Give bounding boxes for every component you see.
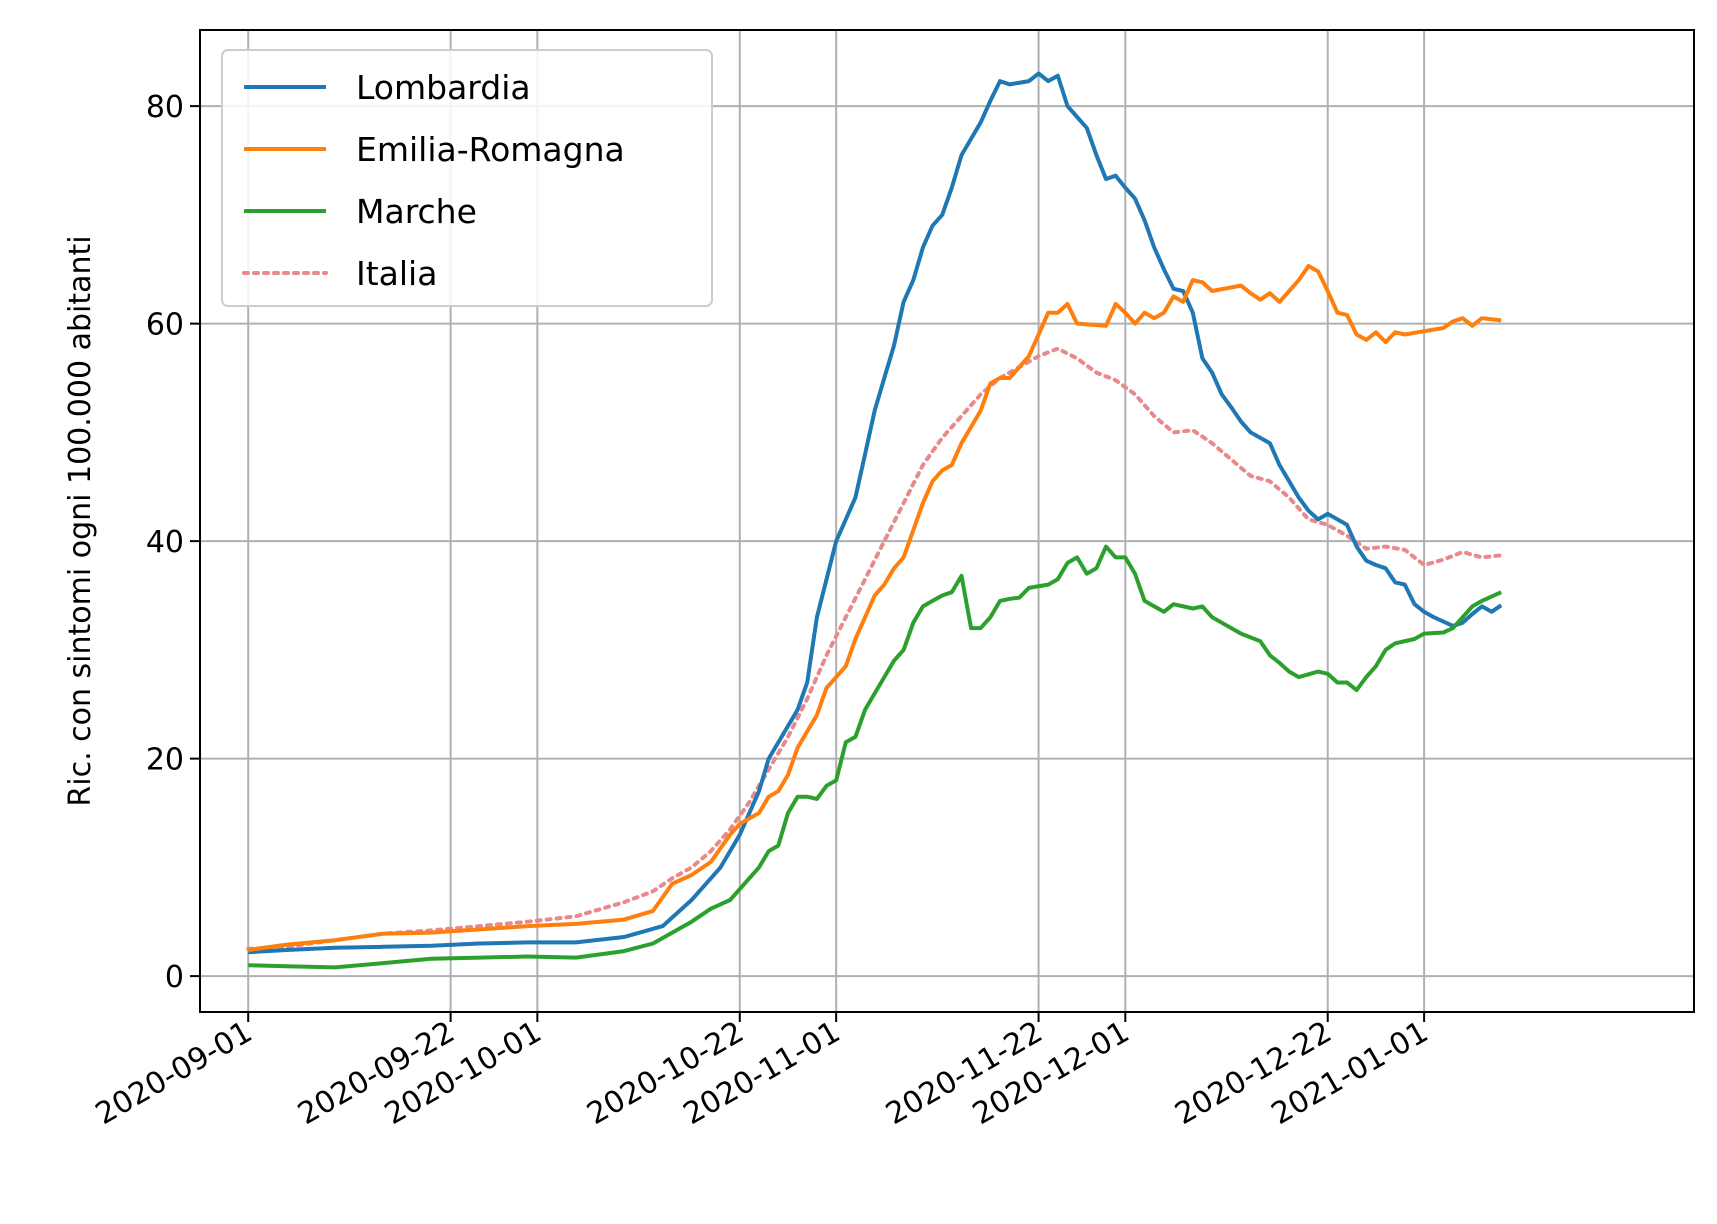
legend: Lombardia Emilia-Romagna Marche Italia — [221, 49, 713, 307]
y-tick-label-3: 60 — [146, 308, 184, 343]
legend-label-emilia-romagna: Emilia-Romagna — [356, 130, 625, 169]
series-line-emilia-romagna — [247, 264, 1502, 952]
plot-frame — [199, 29, 1695, 1013]
series-lines — [246, 71, 1504, 970]
y-axis: 0 20 40 60 80 — [146, 90, 200, 995]
y-tick-label-2: 40 — [146, 525, 184, 560]
legend-label-italia: Italia — [356, 254, 437, 293]
y-tick-label-1: 20 — [146, 743, 184, 778]
y-tick-label-4: 80 — [146, 90, 184, 125]
legend-label-lombardia: Lombardia — [356, 68, 531, 107]
series-line-marche — [248, 544, 1503, 970]
legend-box — [221, 49, 713, 307]
series-line-lombardia — [248, 71, 1503, 955]
y-axis-label: Ric. con sintomi ogni 100.000 abitanti — [63, 235, 98, 806]
y-tick-label-0: 0 — [165, 960, 184, 995]
legend-label-marche: Marche — [356, 192, 477, 231]
series-line-italia — [246, 346, 1504, 951]
